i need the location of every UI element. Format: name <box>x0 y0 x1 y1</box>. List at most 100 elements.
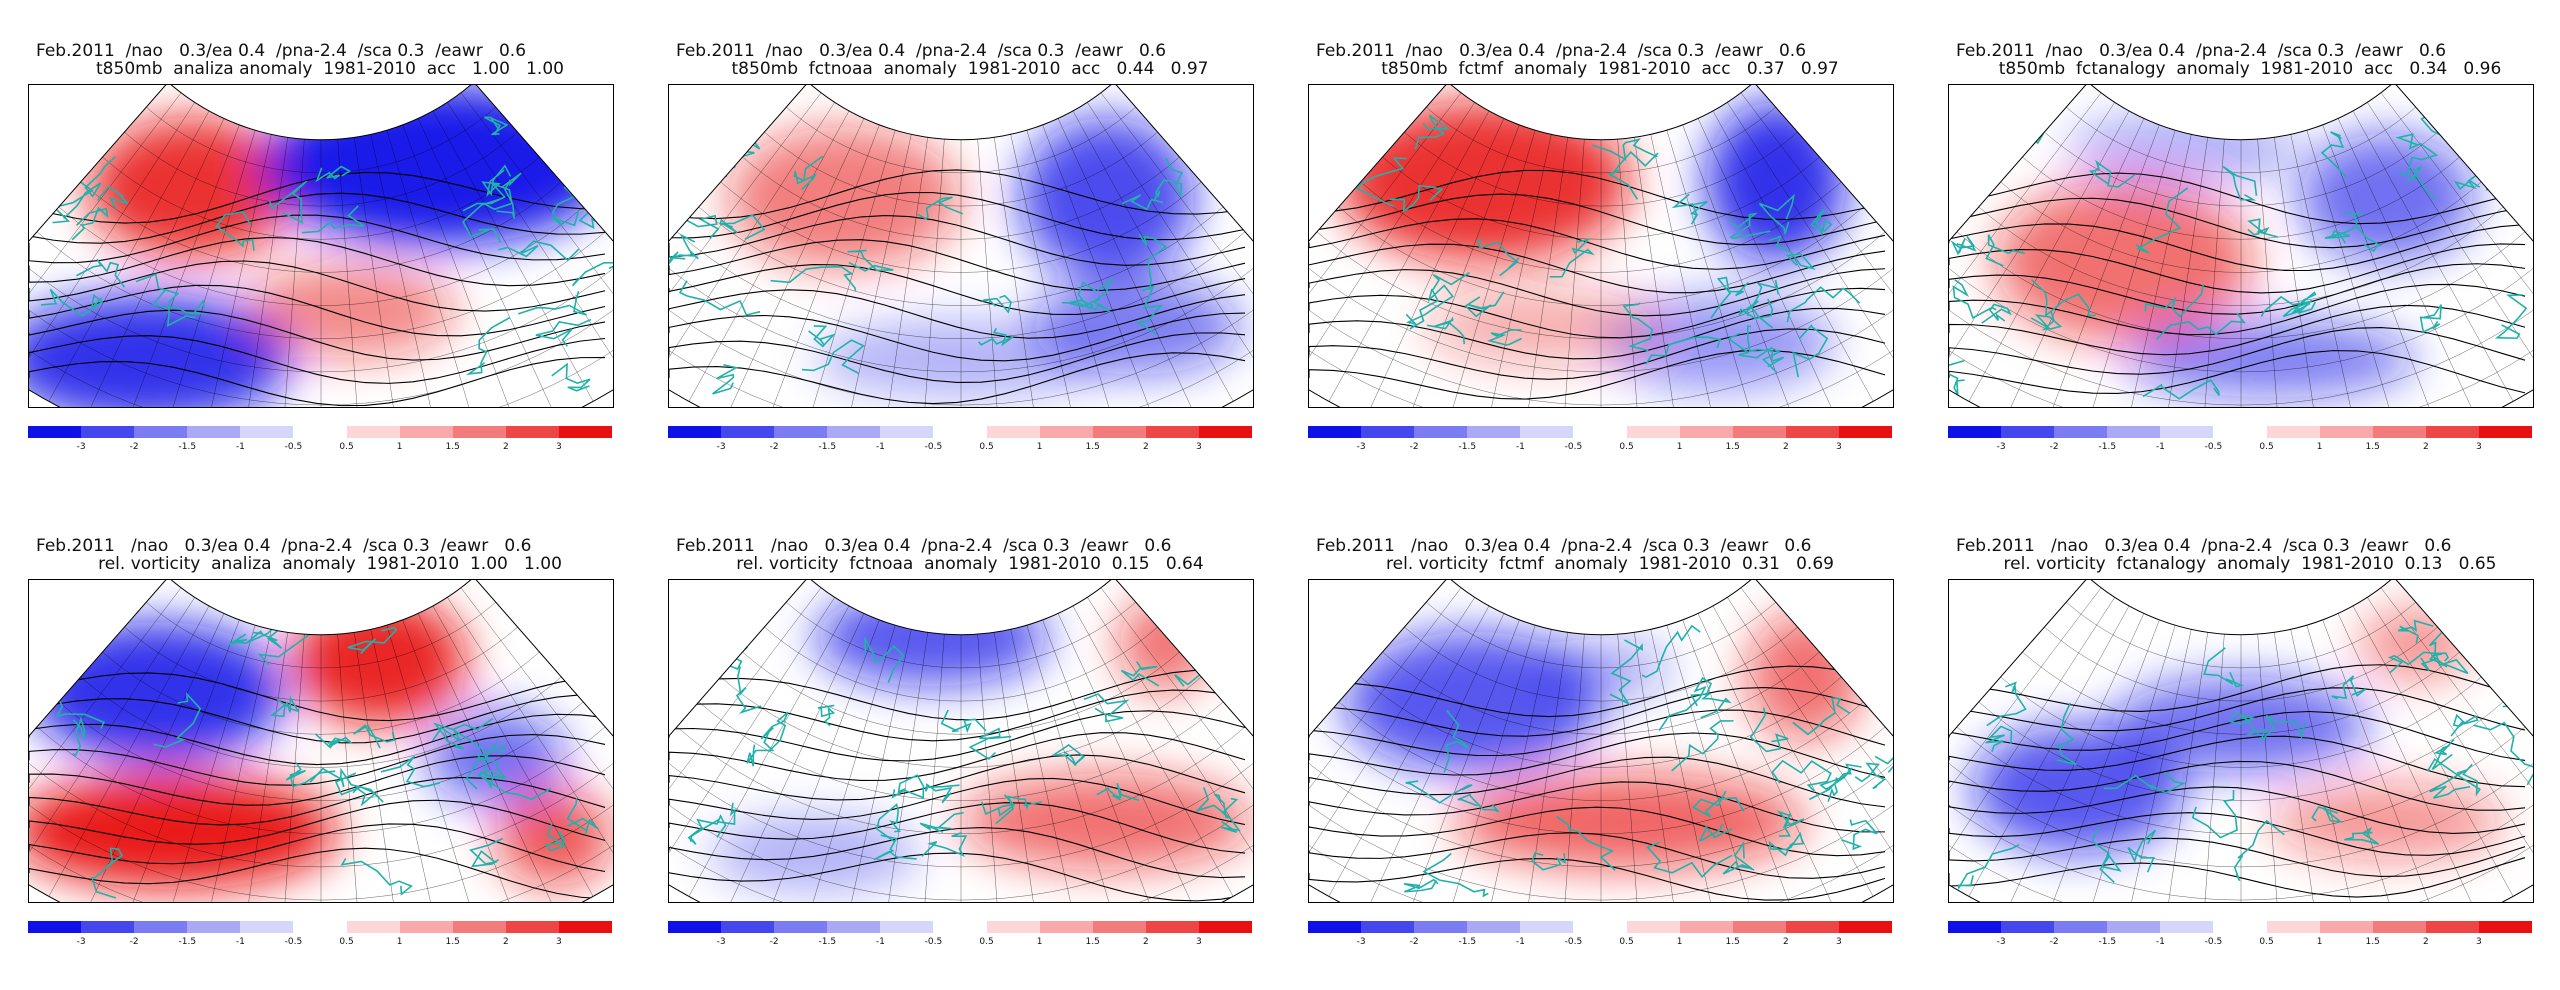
colorbar: -3 -2 -1.5 -1 -0.5 0.5 1 1.5 2 3 <box>1308 426 1892 452</box>
colorbar-tick-label: 1.5 <box>1085 937 1100 947</box>
colorbar-tick-label: -1 <box>1515 442 1525 452</box>
colorbar-tick-label: -3 <box>716 442 726 452</box>
positive-anomaly-region <box>291 596 467 725</box>
colorbar-segment <box>827 426 881 438</box>
panel-title-line1: Feb.2011 /nao 0.3/ea 0.4 /pna-2.4 /sca 0… <box>1956 41 2447 61</box>
colorbar-segment <box>28 921 82 933</box>
colorbar-segment <box>1308 921 1362 933</box>
colorbar-tick-label: 1.5 <box>1725 937 1740 947</box>
positive-anomaly-region <box>87 117 298 259</box>
colorbar-tick-label: 2 <box>1142 937 1149 947</box>
colorbar-segment <box>293 921 347 933</box>
colorbar-tick-label: -3 <box>1996 442 2006 452</box>
colorbar-tick-label: 1.5 <box>445 442 460 452</box>
colorbar-segment <box>2319 426 2373 438</box>
colorbar-segment <box>2425 921 2479 933</box>
colorbar-tick-label: 3 <box>1836 442 1842 452</box>
colorbar-segment <box>1520 921 1574 933</box>
colorbar-segment <box>1626 426 1680 438</box>
panel-title-line1: Feb.2011 /nao 0.3/ea 0.4 /pna-2.4 /sca 0… <box>1316 536 1812 556</box>
positive-anomaly-region <box>961 773 1253 870</box>
panel-title-line2: t850mb fctmf anomaly 1981-2010 acc 0.37 … <box>1381 59 1839 79</box>
colorbar-segment <box>2319 921 2373 933</box>
colorbar-tick-label: -2 <box>129 937 139 947</box>
map-canvas <box>669 580 1253 902</box>
colorbar-tick-label: 3 <box>1836 937 1842 947</box>
colorbar-tick-label: -1.5 <box>178 442 197 452</box>
colorbar-tick-label: -2 <box>129 442 139 452</box>
colorbar-segment <box>558 921 612 933</box>
colorbar-segment <box>293 426 347 438</box>
colorbar-tick-label: 0.5 <box>1619 442 1634 452</box>
colorbar-tick-label: 1.5 <box>2365 937 2380 947</box>
colorbar-segment <box>2054 426 2108 438</box>
colorbar-segment <box>827 921 881 933</box>
colorbar-segment <box>2266 921 2320 933</box>
colorbar-segment <box>1467 921 1521 933</box>
colorbar-tick-label: -1 <box>2155 937 2165 947</box>
panel-title-line1: Feb.2011 /nao 0.3/ea 0.4 /pna-2.4 /sca 0… <box>1316 41 1807 61</box>
colorbar-segment <box>1948 426 2002 438</box>
colorbar-tick-label: -0.5 <box>284 937 303 947</box>
colorbar-segment <box>1414 426 1468 438</box>
negative-anomaly-region <box>815 589 1049 687</box>
anomaly-map <box>28 84 614 408</box>
colorbar-tick-label: -0.5 <box>924 937 943 947</box>
panel-title-line1: Feb.2011 /nao 0.3/ea 0.4 /pna-2.4 /sca 0… <box>1956 536 2452 556</box>
negative-anomaly-region <box>709 815 921 893</box>
colorbar-segment <box>505 921 559 933</box>
colorbar-tick-label: -1.5 <box>178 937 197 947</box>
colorbar-segment <box>2001 921 2055 933</box>
colorbar-segment <box>1573 921 1627 933</box>
colorbar-segment <box>2266 426 2320 438</box>
panel-title-line1: Feb.2011 /nao 0.3/ea 0.4 /pna-2.4 /sca 0… <box>676 536 1172 556</box>
colorbar-tick-label: 3 <box>2476 442 2482 452</box>
colorbar-tick-label: 1 <box>1676 937 1683 947</box>
colorbar-segment <box>1679 426 1733 438</box>
colorbar: -3 -2 -1.5 -1 -0.5 0.5 1 1.5 2 3 <box>1948 921 2532 947</box>
colorbar-segment <box>880 921 934 933</box>
colorbar-segment <box>399 921 453 933</box>
colorbar-segment <box>668 426 722 438</box>
colorbar-segment <box>1361 921 1415 933</box>
colorbar-tick-label: 1.5 <box>1725 442 1740 452</box>
colorbar-segment <box>2372 426 2426 438</box>
colorbar-segment <box>721 921 775 933</box>
map-panel-1: Feb.2011 /nao 0.3/ea 0.4 /pna-2.4 /sca 0… <box>0 0 640 495</box>
colorbar-segment <box>1145 921 1199 933</box>
colorbar-segment <box>774 426 828 438</box>
colorbar-segment <box>933 921 987 933</box>
colorbar-segment <box>1039 921 1093 933</box>
colorbar-tick-label: -1.5 <box>818 442 837 452</box>
colorbar-segment <box>1520 426 1574 438</box>
colorbar-segment <box>1732 426 1786 438</box>
map-panel-8: Feb.2011 /nao 0.3/ea 0.4 /pna-2.4 /sca 0… <box>1920 495 2560 990</box>
colorbar-segment <box>240 921 294 933</box>
negative-anomaly-region <box>2065 110 2300 189</box>
colorbar-tick-label: -1 <box>235 937 245 947</box>
colorbar-tick-label: 2 <box>1782 937 1789 947</box>
colorbar-tick-label: -2 <box>1409 442 1419 452</box>
colorbar-segment <box>2478 426 2532 438</box>
colorbar-tick-label: -1.5 <box>818 937 837 947</box>
panel-title-line2: rel. vorticity fctanalogy anomaly 1981-2… <box>2003 554 2497 574</box>
colorbar-segment <box>668 921 722 933</box>
map-canvas <box>1309 580 1893 902</box>
map-canvas <box>1949 85 2533 407</box>
colorbar-segment <box>134 921 188 933</box>
colorbar-segment <box>1198 921 1252 933</box>
colorbar-segment <box>2107 921 2161 933</box>
panel-title-line1: Feb.2011 /nao 0.3/ea 0.4 /pna-2.4 /sca 0… <box>36 41 527 61</box>
positive-anomaly-region <box>1995 181 2253 343</box>
colorbar-segment <box>346 921 400 933</box>
colorbar-segment <box>1838 426 1892 438</box>
colorbar-segment <box>933 426 987 438</box>
colorbar-segment <box>187 921 241 933</box>
colorbar-tick-label: 2 <box>1142 442 1149 452</box>
colorbar-tick-label: 0.5 <box>2259 442 2274 452</box>
colorbar-segment <box>1679 921 1733 933</box>
colorbar-segment <box>1785 426 1839 438</box>
map-canvas <box>1309 85 1893 407</box>
colorbar-segment <box>28 426 82 438</box>
map-panel-6: Feb.2011 /nao 0.3/ea 0.4 /pna-2.4 /sca 0… <box>640 495 1280 990</box>
